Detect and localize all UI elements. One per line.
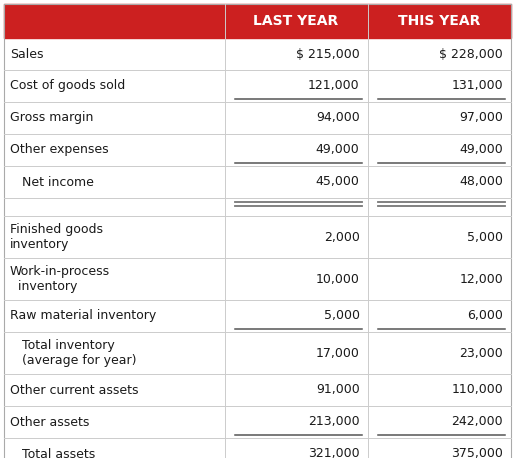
Text: Gross margin: Gross margin xyxy=(10,111,93,125)
Text: Net income: Net income xyxy=(10,175,94,189)
Text: 321,000: 321,000 xyxy=(308,447,359,458)
Text: Other current assets: Other current assets xyxy=(10,383,139,397)
Bar xyxy=(4,70,511,102)
Text: 375,000: 375,000 xyxy=(451,447,503,458)
Bar xyxy=(4,166,511,198)
Text: 49,000: 49,000 xyxy=(316,143,359,157)
Text: 131,000: 131,000 xyxy=(451,80,503,93)
Text: 23,000: 23,000 xyxy=(459,347,503,360)
Bar xyxy=(4,38,511,70)
Bar xyxy=(4,4,511,38)
Text: 49,000: 49,000 xyxy=(459,143,503,157)
Bar xyxy=(4,406,511,438)
Text: Finished goods
inventory: Finished goods inventory xyxy=(10,223,103,251)
Text: Other expenses: Other expenses xyxy=(10,143,109,157)
Text: 45,000: 45,000 xyxy=(316,175,359,189)
Text: Cost of goods sold: Cost of goods sold xyxy=(10,80,125,93)
Bar xyxy=(4,300,511,332)
Bar xyxy=(4,258,511,300)
Text: 12,000: 12,000 xyxy=(459,273,503,285)
Bar xyxy=(4,198,511,216)
Text: Total assets: Total assets xyxy=(10,447,95,458)
Text: Total inventory
   (average for year): Total inventory (average for year) xyxy=(10,339,136,367)
Bar xyxy=(4,332,511,374)
Text: 10,000: 10,000 xyxy=(316,273,359,285)
Text: Work-in-process
  inventory: Work-in-process inventory xyxy=(10,265,110,293)
Text: LAST YEAR: LAST YEAR xyxy=(253,14,339,28)
Text: 17,000: 17,000 xyxy=(316,347,359,360)
Text: $ 215,000: $ 215,000 xyxy=(296,48,359,60)
Bar xyxy=(4,102,511,134)
Bar xyxy=(4,134,511,166)
Text: 242,000: 242,000 xyxy=(451,415,503,429)
Text: 110,000: 110,000 xyxy=(451,383,503,397)
Bar xyxy=(4,374,511,406)
Text: Other assets: Other assets xyxy=(10,415,90,429)
Text: 213,000: 213,000 xyxy=(308,415,359,429)
Text: $ 228,000: $ 228,000 xyxy=(439,48,503,60)
Text: 5,000: 5,000 xyxy=(467,230,503,244)
Text: 91,000: 91,000 xyxy=(316,383,359,397)
Text: Raw material inventory: Raw material inventory xyxy=(10,310,156,322)
Text: THIS YEAR: THIS YEAR xyxy=(398,14,480,28)
Text: Sales: Sales xyxy=(10,48,43,60)
Text: 121,000: 121,000 xyxy=(308,80,359,93)
Text: 48,000: 48,000 xyxy=(459,175,503,189)
Bar xyxy=(4,216,511,258)
Text: 97,000: 97,000 xyxy=(459,111,503,125)
Bar xyxy=(4,438,511,458)
Text: 6,000: 6,000 xyxy=(467,310,503,322)
Text: 94,000: 94,000 xyxy=(316,111,359,125)
Text: 5,000: 5,000 xyxy=(323,310,359,322)
Text: 2,000: 2,000 xyxy=(323,230,359,244)
